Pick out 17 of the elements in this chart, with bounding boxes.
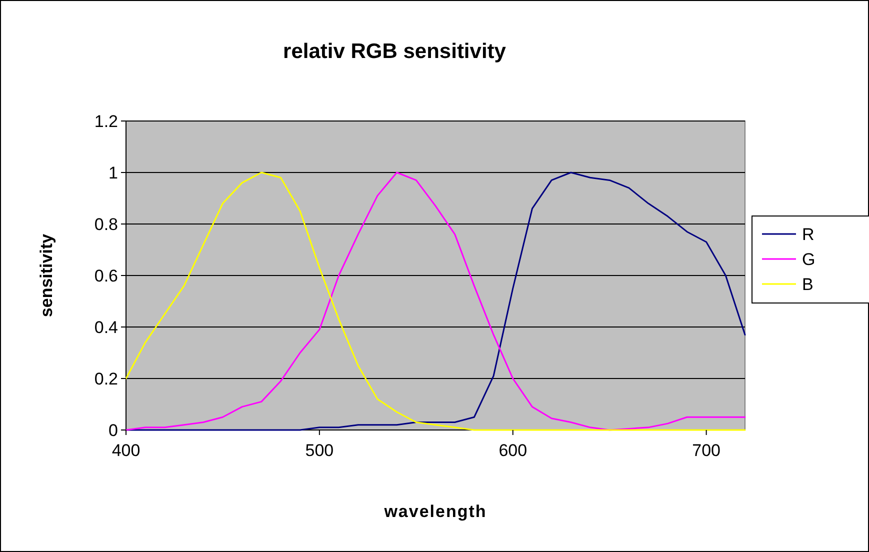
y-tick-label: 0.6: [94, 266, 118, 286]
chart-title: relativ RGB sensitivity: [283, 40, 506, 63]
x-tick-label: 500: [305, 441, 334, 460]
legend-label: R: [802, 224, 814, 244]
legend-label: G: [802, 250, 816, 269]
y-axis-title: sensitivity: [37, 233, 56, 318]
x-tick-label: 700: [692, 441, 720, 460]
x-tick-label: 400: [112, 441, 140, 460]
y-tick-label: 0.2: [94, 369, 118, 388]
x-tick-label: 600: [498, 441, 528, 460]
legend-label: B: [802, 274, 814, 294]
y-tick-label: 1.2: [94, 112, 118, 131]
y-tick-label: 0.8: [94, 214, 118, 234]
y-tick-label: 0: [108, 420, 118, 440]
y-tick-label: 1: [108, 163, 118, 182]
x-axis-title: wavelength: [383, 502, 487, 521]
y-tick-label: 0.4: [94, 318, 118, 337]
